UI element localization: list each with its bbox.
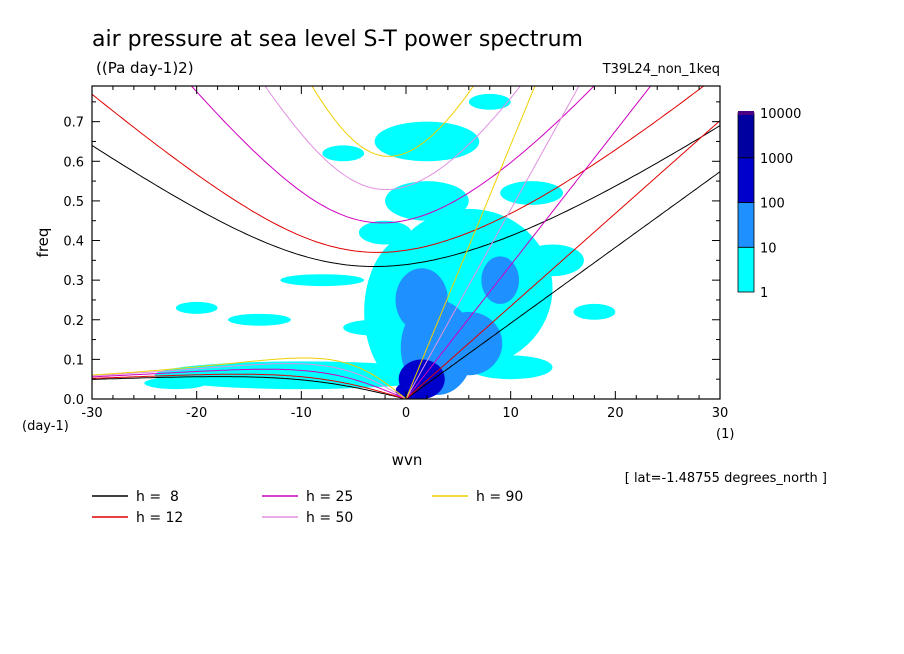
x-axis-label: wvn — [392, 451, 423, 469]
x-tick-label: -20 — [186, 406, 207, 421]
colorbar-label: 100 — [760, 197, 785, 212]
power-region — [228, 313, 291, 326]
power-region — [395, 268, 448, 332]
y-tick-label: 0.3 — [63, 274, 84, 289]
y-axis-label: freq — [34, 228, 52, 258]
x-tick-label: 30 — [712, 406, 729, 421]
power-region — [322, 145, 365, 162]
y-tick-label: 0.1 — [63, 353, 84, 368]
rossby-curve-h50 — [92, 363, 407, 399]
colorbar-label: 1000 — [760, 152, 793, 167]
colorbar-cap — [738, 111, 754, 115]
power-region — [144, 377, 208, 390]
power-contours — [144, 93, 616, 399]
y-tick-label: 0.7 — [63, 116, 84, 131]
power-region — [343, 319, 406, 336]
power-region — [521, 244, 584, 277]
y-unit-label: (day-1) — [22, 419, 69, 434]
rossby-curve-h90 — [92, 357, 407, 399]
kelvin-line-h90 — [405, 86, 536, 399]
y-tick-label: 0.0 — [63, 393, 84, 408]
power-region — [481, 256, 520, 304]
rossby-curve-h8 — [92, 376, 407, 399]
y-tick-label: 0.6 — [63, 155, 84, 170]
power-region — [280, 274, 365, 287]
y-tick-label: 0.4 — [63, 235, 84, 250]
power-region — [468, 93, 511, 110]
colorbar-label: 10000 — [760, 107, 801, 122]
rossby-curve-h12 — [92, 373, 407, 399]
kelvin-line-h12 — [405, 120, 720, 399]
power-region — [500, 181, 563, 205]
colorbar-swatch — [737, 246, 755, 293]
power-region — [385, 181, 469, 221]
chart-title: air pressure at sea level S-T power spec… — [92, 27, 583, 52]
kelvin-line-h25 — [405, 86, 652, 399]
x-tick-label: 20 — [607, 406, 624, 421]
y-tick-label: 0.2 — [63, 314, 84, 329]
chart-units: ((Pa day-1)2) — [96, 59, 194, 77]
x-tick-label: -10 — [291, 406, 312, 421]
x-unit-label: (1) — [716, 427, 734, 442]
plot-area: -30 -20 -10 0 10 20 30 0.0 0.1 0.2 0.3 0.4 0.5 0.6 0.7 — [63, 85, 729, 421]
rossby-curve-h25 — [92, 368, 407, 399]
ig-curve-h50 — [264, 86, 522, 191]
kelvin-line-h8 — [405, 171, 720, 399]
legend: h = 8 h = 12 h = 25 h = 50 h = 90 — [92, 489, 523, 526]
colorbar: 1 10 100 1000 10000 — [737, 107, 801, 301]
power-region — [358, 220, 412, 245]
legend-label: h = 12 — [136, 510, 183, 526]
power-region — [374, 121, 480, 162]
power-region — [175, 301, 218, 314]
colorbar-label: 10 — [760, 241, 777, 256]
x-tick-label: 10 — [502, 406, 519, 421]
colorbar-swatch — [737, 112, 755, 159]
y-tick-label: 0.5 — [63, 195, 84, 210]
kelvin-line-h50 — [405, 86, 580, 399]
ig-curve-h12 — [92, 86, 705, 253]
ig-curve-h8 — [92, 125, 720, 267]
power-region — [573, 303, 616, 320]
legend-label: h = 50 — [306, 510, 353, 526]
colorbar-swatch — [737, 202, 755, 248]
power-region — [154, 361, 448, 390]
x-tick-label: 0 — [402, 406, 410, 421]
ig-curve-h90 — [311, 86, 475, 157]
legend-label: h = 25 — [306, 489, 353, 505]
x-tick-label: -30 — [81, 406, 102, 421]
run-label: T39L24_non_1keq — [602, 62, 720, 77]
latitude-note: [ lat=-1.48755 degrees_north ] — [625, 471, 827, 486]
legend-label: h = 90 — [476, 489, 523, 505]
legend-label: h = 8 — [136, 489, 179, 505]
colorbar-label: 1 — [760, 286, 768, 301]
colorbar-swatch — [737, 157, 755, 203]
